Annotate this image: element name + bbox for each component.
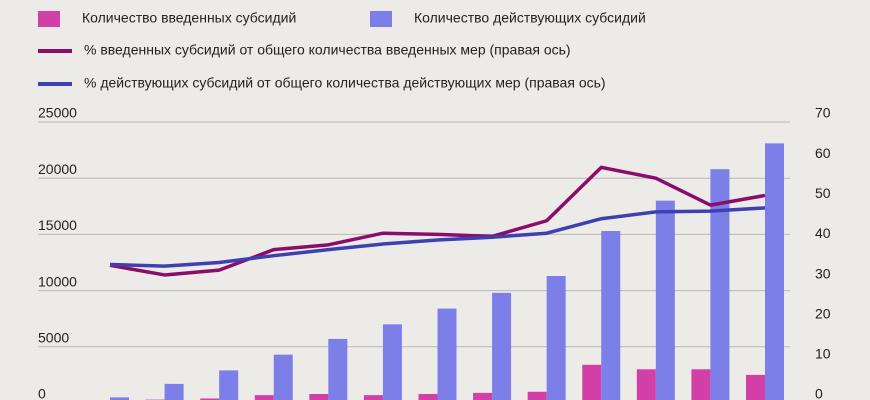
bar [164, 383, 184, 400]
bar [765, 143, 784, 400]
bar [328, 338, 348, 400]
line [109, 165, 766, 277]
line [109, 206, 766, 268]
y2-tick-label: 70 [815, 105, 831, 121]
bar [546, 275, 566, 400]
legend-label: % введенных субсидий от общего количеств… [84, 42, 571, 58]
y2-tick-label: 30 [815, 265, 831, 281]
legend-label: % действующих субсидий от общего количес… [84, 75, 606, 91]
bar [437, 308, 457, 400]
y-tick-label: 5000 [38, 330, 69, 346]
y-tick-label: 25000 [38, 105, 77, 121]
y2-tick-label: 20 [815, 305, 831, 321]
y2-tick-label: 10 [815, 346, 831, 362]
y2-tick-label: 0 [815, 386, 823, 400]
bar [382, 324, 402, 400]
bar [473, 392, 493, 400]
legend-label: Количество введенных субсидий [82, 10, 296, 26]
y-tick-label: 20000 [38, 161, 77, 177]
y-tick-label: 15000 [38, 217, 77, 233]
legend-swatch [38, 11, 60, 27]
bar [710, 169, 730, 400]
bar [418, 394, 438, 400]
bar [309, 394, 329, 400]
y2-tick-label: 60 [815, 145, 831, 161]
y2-tick-label: 40 [815, 225, 831, 241]
y-tick-label: 0 [38, 386, 46, 400]
bar [527, 391, 547, 400]
bar [746, 374, 765, 400]
legend-label: Количество действующих субсидий [414, 10, 646, 26]
bar [273, 354, 293, 400]
bar [254, 395, 274, 400]
bar [219, 370, 239, 400]
bar [691, 369, 711, 400]
bar [655, 200, 675, 400]
bar [636, 369, 656, 400]
bar [363, 395, 383, 400]
y-tick-label: 10000 [38, 273, 77, 289]
legend-swatch [370, 11, 392, 27]
bar [200, 398, 220, 400]
bar [582, 364, 602, 400]
bar [601, 231, 621, 400]
bar [110, 397, 129, 400]
bar [492, 292, 512, 400]
y2-tick-label: 50 [815, 185, 831, 201]
